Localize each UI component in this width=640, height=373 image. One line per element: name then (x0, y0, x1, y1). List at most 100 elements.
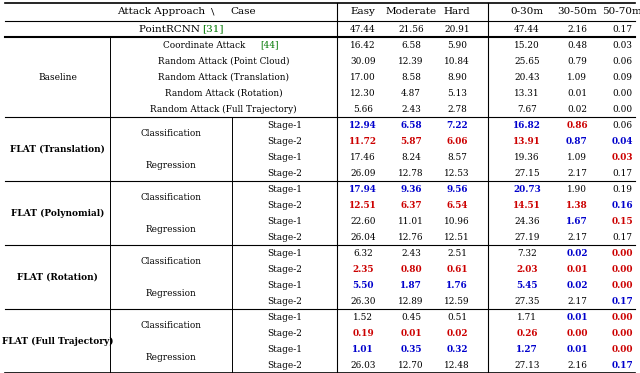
Text: 0.15: 0.15 (611, 216, 633, 226)
Text: 0.00: 0.00 (611, 264, 633, 273)
Text: 12.76: 12.76 (398, 232, 424, 241)
Text: 0.09: 0.09 (612, 72, 632, 81)
Text: 11.72: 11.72 (349, 137, 377, 145)
Text: PointRCNN: PointRCNN (139, 25, 203, 34)
Text: Stage-2: Stage-2 (267, 329, 302, 338)
Text: 27.15: 27.15 (514, 169, 540, 178)
Text: 0.19: 0.19 (352, 329, 374, 338)
Text: 0.80: 0.80 (400, 264, 422, 273)
Text: 16.82: 16.82 (513, 120, 541, 129)
Text: 0.87: 0.87 (566, 137, 588, 145)
Text: 5.66: 5.66 (353, 104, 373, 113)
Text: 47.44: 47.44 (514, 25, 540, 34)
Text: 0.48: 0.48 (567, 41, 587, 50)
Text: 0.06: 0.06 (612, 56, 632, 66)
Text: Classification: Classification (141, 192, 202, 201)
Text: 4.87: 4.87 (401, 88, 421, 97)
Text: 0.35: 0.35 (400, 345, 422, 354)
Text: 1.09: 1.09 (567, 153, 587, 162)
Text: Regression: Regression (146, 225, 196, 233)
Text: 0.32: 0.32 (446, 345, 468, 354)
Text: Stage-2: Stage-2 (267, 360, 302, 370)
Text: 0.17: 0.17 (611, 360, 633, 370)
Text: 6.06: 6.06 (446, 137, 468, 145)
Text: 9.56: 9.56 (446, 185, 468, 194)
Text: Classification: Classification (141, 320, 202, 329)
Text: 8.24: 8.24 (401, 153, 421, 162)
Text: 10.96: 10.96 (444, 216, 470, 226)
Text: Stage-2: Stage-2 (267, 169, 302, 178)
Text: Random Attack (Full Trajectory): Random Attack (Full Trajectory) (150, 104, 297, 113)
Text: 7.32: 7.32 (517, 248, 537, 257)
Text: Stage-1: Stage-1 (267, 280, 302, 289)
Text: 0.00: 0.00 (611, 329, 633, 338)
Text: 0.04: 0.04 (611, 137, 633, 145)
Text: 30.09: 30.09 (350, 56, 376, 66)
Text: Random Attack (Rotation): Random Attack (Rotation) (164, 88, 282, 97)
Text: 0.00: 0.00 (611, 280, 633, 289)
Text: 5.13: 5.13 (447, 88, 467, 97)
Text: 2.35: 2.35 (352, 264, 374, 273)
Text: 27.19: 27.19 (515, 232, 540, 241)
Text: Stage-1: Stage-1 (267, 120, 302, 129)
Text: 1.38: 1.38 (566, 201, 588, 210)
Text: 10.84: 10.84 (444, 56, 470, 66)
Text: FLAT (Rotation): FLAT (Rotation) (17, 273, 98, 282)
Text: 14.51: 14.51 (513, 201, 541, 210)
Text: FLAT (Polynomial): FLAT (Polynomial) (11, 209, 104, 217)
Text: 6.32: 6.32 (353, 248, 373, 257)
Text: 21.56: 21.56 (398, 25, 424, 34)
Text: 12.53: 12.53 (444, 169, 470, 178)
Text: 0.01: 0.01 (400, 329, 422, 338)
Text: 20.73: 20.73 (513, 185, 541, 194)
Text: 6.54: 6.54 (446, 201, 468, 210)
Text: 2.43: 2.43 (401, 104, 421, 113)
Text: 1.71: 1.71 (517, 313, 537, 322)
Text: 12.94: 12.94 (349, 120, 377, 129)
Text: Attack Approach: Attack Approach (117, 7, 205, 16)
Text: 0.17: 0.17 (612, 25, 632, 34)
Text: 8.90: 8.90 (447, 72, 467, 81)
Text: Stage-1: Stage-1 (267, 185, 302, 194)
Text: 5.50: 5.50 (352, 280, 374, 289)
Text: Stage-1: Stage-1 (267, 313, 302, 322)
Text: 0.00: 0.00 (611, 345, 633, 354)
Text: 0.02: 0.02 (567, 104, 587, 113)
Text: 13.31: 13.31 (514, 88, 540, 97)
Text: 17.46: 17.46 (350, 153, 376, 162)
Text: 2.51: 2.51 (447, 248, 467, 257)
Text: 0-30m: 0-30m (511, 7, 543, 16)
Text: 0.17: 0.17 (611, 297, 633, 305)
Text: 0.51: 0.51 (447, 313, 467, 322)
Text: 24.36: 24.36 (515, 216, 540, 226)
Text: 12.51: 12.51 (349, 201, 377, 210)
Text: 6.37: 6.37 (400, 201, 422, 210)
Text: Classification: Classification (141, 129, 202, 138)
Text: 0.01: 0.01 (566, 345, 588, 354)
Text: Stage-2: Stage-2 (267, 264, 302, 273)
Text: 8.57: 8.57 (447, 153, 467, 162)
Text: Baseline: Baseline (38, 72, 77, 81)
Text: Classification: Classification (141, 257, 202, 266)
Text: 0.00: 0.00 (612, 104, 632, 113)
Text: Random Attack (Point Cloud): Random Attack (Point Cloud) (157, 56, 289, 66)
Text: 0.00: 0.00 (611, 313, 633, 322)
Text: Hard: Hard (444, 7, 470, 16)
Text: 0.19: 0.19 (612, 185, 632, 194)
Text: Stage-1: Stage-1 (267, 153, 302, 162)
Text: 50-70m: 50-70m (602, 7, 640, 16)
Text: 9.36: 9.36 (400, 185, 422, 194)
Text: 26.09: 26.09 (350, 169, 376, 178)
Text: 2.16: 2.16 (567, 360, 587, 370)
Text: 27.35: 27.35 (515, 297, 540, 305)
Text: Case: Case (230, 7, 256, 16)
Text: 17.94: 17.94 (349, 185, 377, 194)
Text: 1.87: 1.87 (400, 280, 422, 289)
Text: 0.45: 0.45 (401, 313, 421, 322)
Text: Stage-2: Stage-2 (267, 137, 302, 145)
Text: 12.70: 12.70 (398, 360, 424, 370)
Text: Stage-2: Stage-2 (267, 232, 302, 241)
Text: Stage-1: Stage-1 (267, 248, 302, 257)
Text: 30-50m: 30-50m (557, 7, 597, 16)
Text: 0.26: 0.26 (516, 329, 538, 338)
